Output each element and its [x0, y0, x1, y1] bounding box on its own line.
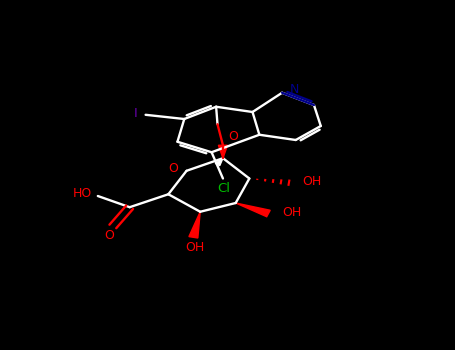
- Polygon shape: [189, 212, 200, 238]
- Text: OH: OH: [303, 175, 322, 188]
- Text: OH: OH: [185, 240, 204, 254]
- Polygon shape: [215, 158, 223, 166]
- Text: N: N: [290, 83, 299, 97]
- Polygon shape: [218, 145, 228, 158]
- Text: O: O: [104, 229, 114, 242]
- Text: O: O: [168, 162, 178, 175]
- Text: I: I: [134, 107, 137, 120]
- Polygon shape: [236, 203, 270, 217]
- Text: OH: OH: [282, 206, 301, 219]
- Text: HO: HO: [73, 187, 92, 200]
- Text: O: O: [228, 130, 238, 143]
- Text: Cl: Cl: [217, 182, 230, 195]
